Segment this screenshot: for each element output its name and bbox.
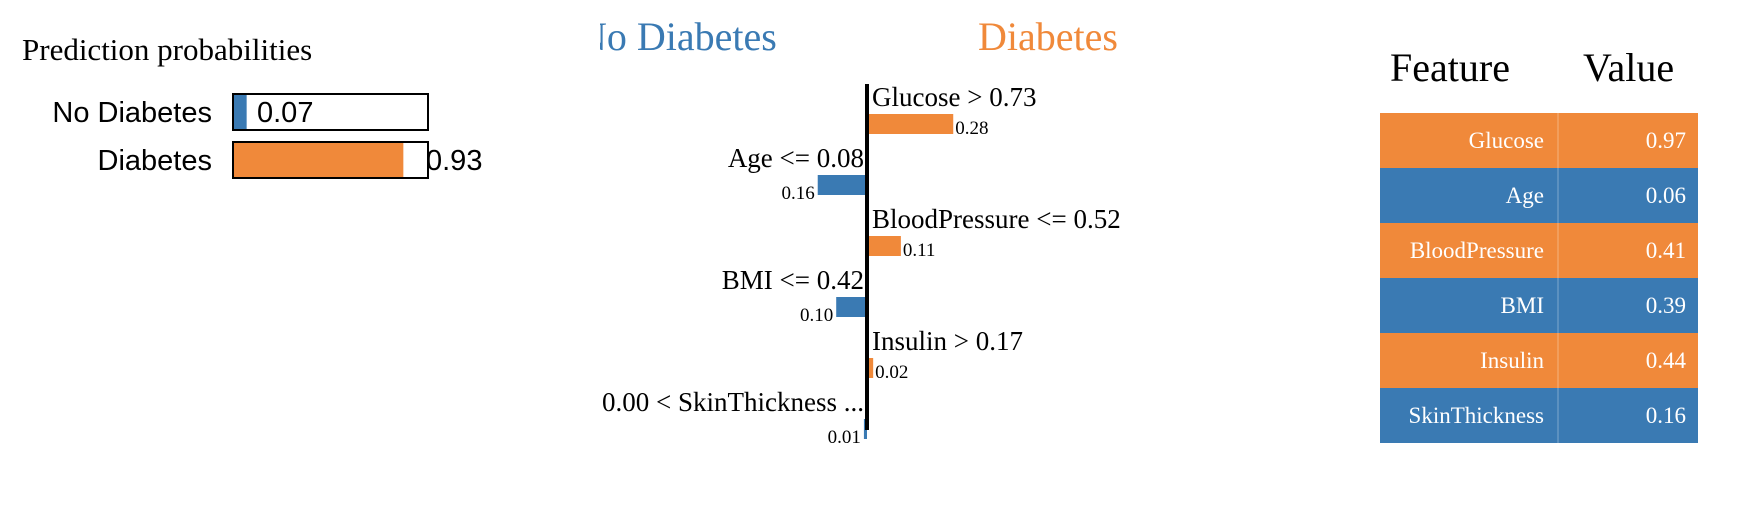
table-row-age-feature: Age xyxy=(1506,183,1544,208)
table-row-glucose-feature-cell xyxy=(1380,113,1558,168)
table-row-insulin-feature-cell xyxy=(1380,333,1558,388)
feature-6-label: 0.00 < SkinThickness ... xyxy=(602,387,864,417)
table-header-value: Value xyxy=(1583,45,1674,90)
table-row-bmi-value-cell xyxy=(1558,278,1698,333)
prediction-bar-no-diabetes xyxy=(234,95,247,129)
prediction-bar-frame-no-diabetes xyxy=(232,93,429,131)
table-row-skinthickness-value: 0.16 xyxy=(1646,403,1686,428)
table-row-age-value-cell xyxy=(1558,168,1698,223)
feature-3-label: BloodPressure <= 0.52 xyxy=(872,204,1121,234)
table-row-bloodpressure-feature: BloodPressure xyxy=(1410,238,1544,263)
feature-1-weight: 0.28 xyxy=(955,118,988,139)
prediction-bar-diabetes xyxy=(234,143,404,177)
table-row-insulin-value: 0.44 xyxy=(1646,348,1687,373)
feature-explanation-chart: No Diabetes Diabetes Glucose > 0.73 0.28 Age… xyxy=(600,14,1121,448)
negative-class-header: No Diabetes xyxy=(600,14,777,59)
prediction-value-no-diabetes: 0.07 xyxy=(257,97,313,129)
feature-5-label: Insulin > 0.17 xyxy=(872,326,1023,356)
feature-2-weight: 0.16 xyxy=(781,183,814,204)
table-row-bmi-feature: BMI xyxy=(1501,293,1544,318)
feature-value-table: Feature Value Glucose 0.97 Age 0.06 BloodPress… xyxy=(1380,45,1698,443)
feature-3-bar xyxy=(867,236,901,256)
table-row-bloodpressure-value: 0.41 xyxy=(1646,238,1686,263)
prediction-label-diabetes: Diabetes xyxy=(98,145,212,177)
table-row-glucose-value-cell xyxy=(1558,113,1698,168)
feature-6-weight: 0.01 xyxy=(828,427,861,448)
table-row-skinthickness-value-cell xyxy=(1558,388,1698,443)
table-row-bmi-value: 0.39 xyxy=(1646,293,1686,318)
table-row-bloodpressure-value-cell xyxy=(1558,223,1698,278)
table-row-insulin-feature: Insulin xyxy=(1480,348,1544,373)
feature-1-label: Glucose > 0.73 xyxy=(872,82,1036,112)
prediction-value-diabetes: 0.93 xyxy=(426,145,482,177)
table-row-glucose-value: 0.97 xyxy=(1646,128,1686,153)
table-row-bloodpressure-feature-cell xyxy=(1380,223,1558,278)
feature-2-label: Age <= 0.08 xyxy=(728,143,864,173)
table-header-feature: Feature xyxy=(1390,45,1510,90)
table-row-age-value: 0.06 xyxy=(1646,183,1686,208)
table-row-skinthickness-feature: SkinThickness xyxy=(1409,403,1544,428)
table-row-age-feature-cell xyxy=(1380,168,1558,223)
feature-1-bar xyxy=(867,114,954,134)
table-row-glucose-feature: Glucose xyxy=(1469,128,1544,153)
prediction-probabilities-chart: No Diabetes 0.07 Diabetes 0.93 xyxy=(52,93,482,179)
feature-2-bar xyxy=(817,175,867,195)
prediction-label-no-diabetes: No Diabetes xyxy=(52,97,212,129)
table-row-skinthickness-feature-cell xyxy=(1380,388,1558,443)
prediction-title: Prediction probabilities xyxy=(22,32,313,67)
table-row-insulin-value-cell xyxy=(1558,333,1698,388)
positive-class-header: Diabetes xyxy=(978,14,1118,59)
table-row-bmi-feature-cell xyxy=(1380,278,1558,333)
feature-3-weight: 0.11 xyxy=(903,240,936,261)
feature-4-label: BMI <= 0.42 xyxy=(722,265,864,295)
feature-5-bar xyxy=(867,358,874,378)
feature-5-weight: 0.02 xyxy=(875,362,908,383)
feature-4-bar xyxy=(836,297,867,317)
feature-4-weight: 0.10 xyxy=(800,305,833,326)
